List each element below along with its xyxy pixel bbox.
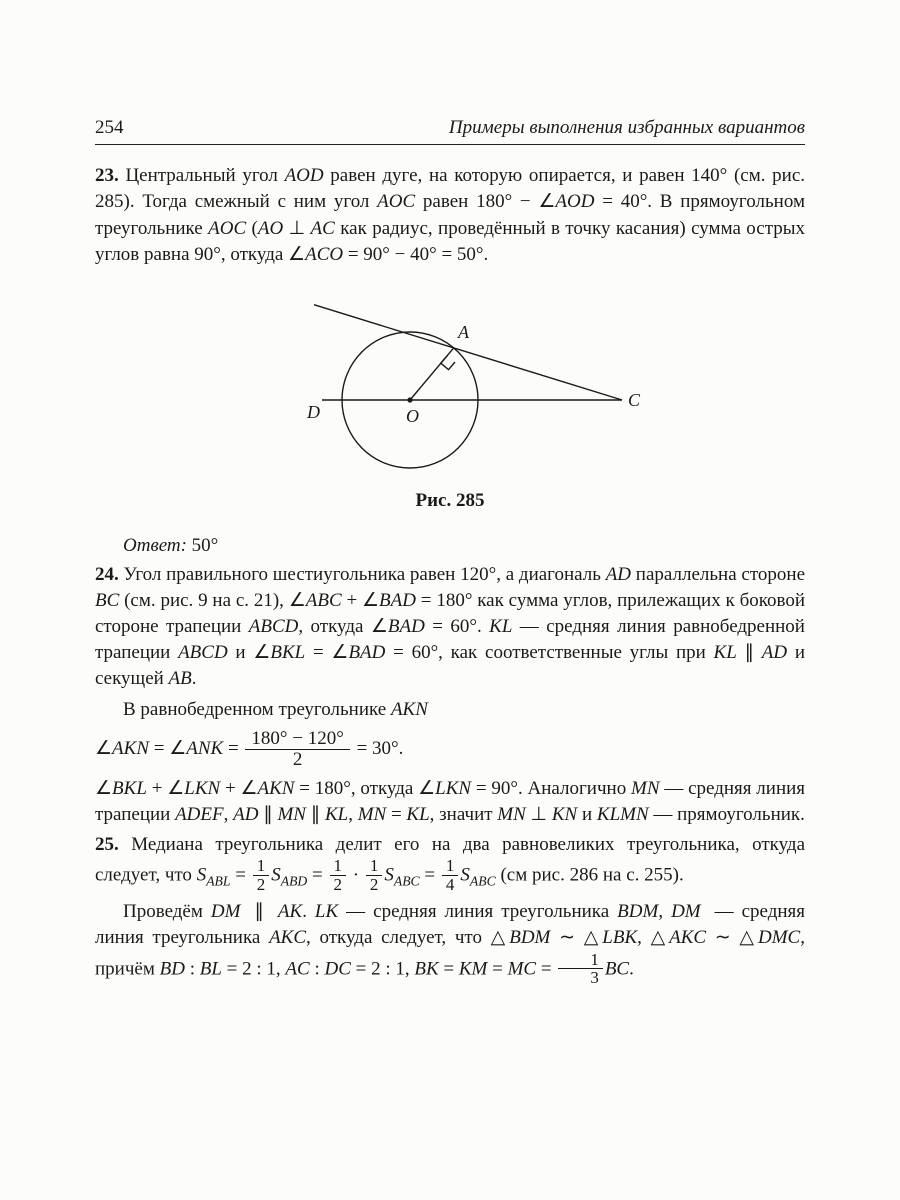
fraction: 12	[253, 857, 270, 894]
problem-23: 23. Центральный угол AOD равен дуге, на …	[95, 163, 805, 268]
label-A: A	[457, 322, 470, 342]
page-content: 254 Примеры выполнения избранных вариант…	[95, 115, 805, 1120]
running-title: Примеры выполнения избранных вариантов	[449, 115, 805, 141]
fraction: 12	[330, 857, 347, 894]
page-image: 254 Примеры выполнения избранных вариант…	[0, 0, 900, 1200]
fraction: 12	[366, 857, 383, 894]
running-header: 254 Примеры выполнения избранных вариант…	[95, 115, 805, 145]
fraction: 13	[558, 951, 603, 988]
page-number: 254	[95, 115, 124, 141]
equation-1: ∠AKN = ∠ANK = 180° − 120°2 = 30°.	[95, 729, 805, 770]
problem-24: 24. Угол правильного шестиугольника раве…	[95, 562, 805, 693]
label-C: C	[628, 390, 641, 410]
problem-25-p2: Проведём DM ∥ AK. LK — средняя линия тре…	[95, 899, 805, 988]
problem-number: 23.	[95, 165, 119, 186]
answer-23: Ответ: 50°	[95, 533, 805, 559]
problem-number: 25.	[95, 834, 119, 855]
problem-number: 24.	[95, 564, 119, 585]
problem-24-p3: ∠BKL + ∠LKN + ∠AKN = 180°, откуда ∠LKN =…	[95, 776, 805, 828]
problem-25: 25. Медиана треугольника делит его на дв…	[95, 832, 805, 895]
figure-caption: Рис. 285	[95, 488, 805, 514]
problem-24-p2: В равнобедренном треугольнике AKN	[95, 697, 805, 723]
figure-285: A O C D	[95, 282, 805, 482]
fraction: 180° − 120°2	[245, 729, 349, 770]
geometry-diagram: A O C D	[250, 282, 650, 482]
label-D: D	[306, 402, 320, 422]
fraction: 14	[442, 857, 459, 894]
label-O: O	[406, 406, 419, 426]
